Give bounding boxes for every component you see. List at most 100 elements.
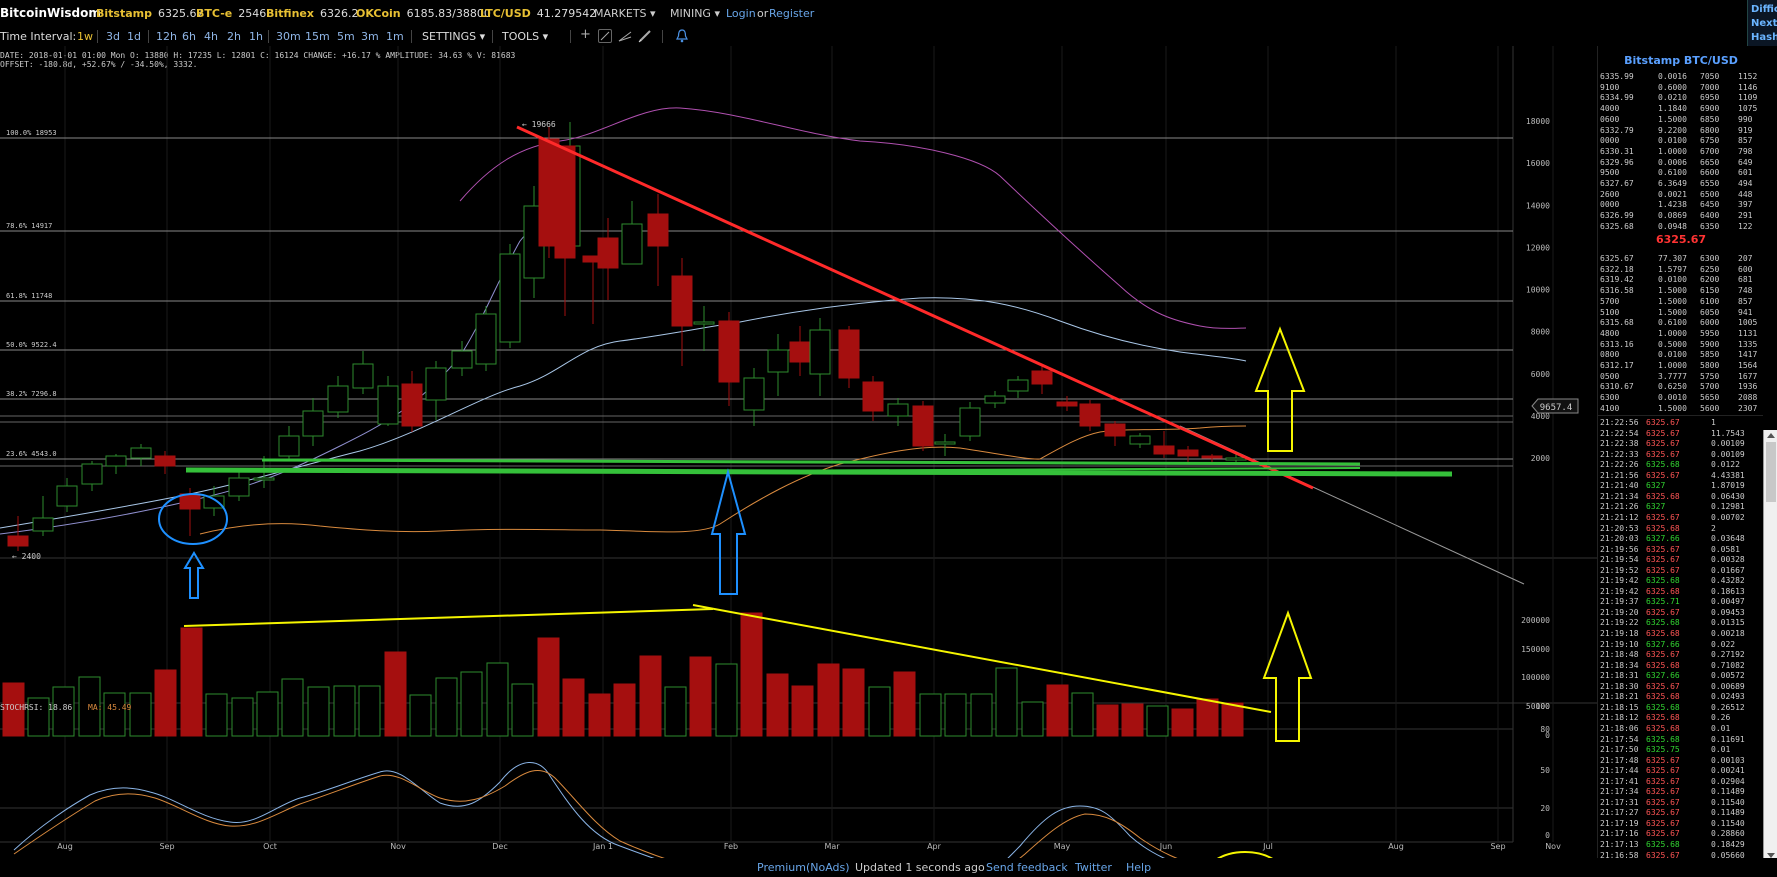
difficulty-widget[interactable]: Diffic Next Hash [1747,0,1777,46]
premium-link[interactable]: Premium(NoAds) [757,861,850,874]
pencil-tool-icon[interactable] [638,29,652,46]
bull-candle [1129,435,1151,445]
interval-1d[interactable]: 1d [127,30,141,43]
trade-amount: 0.00328 [1711,555,1745,565]
trade-time: 21:18:34 [1600,660,1639,670]
interval-30m[interactable]: 30m [276,30,301,43]
settings-menu[interactable]: SETTINGS ▾ [422,30,486,43]
register-link[interactable]: Register [769,7,815,20]
ask-cell: 1152 [1738,72,1758,81]
help-link[interactable]: Help [1126,861,1152,874]
ask-row: 9500 0.6100 6600 601 [1600,168,1762,178]
ask-cell: 798 [1738,146,1753,156]
trade-amount: 0.11540 [1711,797,1745,807]
chart-area[interactable]: 100.0% 18953 78.6% 14917 61.8% 11748 50.0% … [0,46,1597,862]
volume-uptrend-line [183,608,714,627]
bid-cell: 5650 [1700,393,1720,403]
bull-candle [352,363,374,389]
volume-bar-down [384,651,407,737]
login-link[interactable]: Login [726,7,756,20]
interval-6h[interactable]: 6h [182,30,196,43]
ask-cell: 6550 [1700,179,1720,188]
trade-time: 21:16:58 [1600,850,1639,860]
chevron-down-icon: ▾ [714,7,720,20]
market-btce[interactable]: BTC-e 2546 [196,7,267,20]
trade-history[interactable]: 21:22:56 6325.67 1 21:22:54 6325.67 11.7543 21… [1597,415,1763,861]
ask-cell: 6700 [1700,146,1720,156]
trades-scrollbar[interactable] [1763,430,1777,861]
interval-1h[interactable]: 1h [249,30,263,43]
trade-amount: 0.00218 [1711,629,1745,638]
bid-cell: 6050 [1700,307,1720,317]
trade-price: 6325.68 [1646,523,1680,533]
bull-candle [32,517,54,532]
ask-cell: 9100 [1600,82,1620,92]
scroll-up-icon[interactable] [1767,433,1775,438]
month-label: Aug [1388,842,1404,851]
market-bitstamp[interactable]: Bitstamp 6325.67 [96,7,204,20]
bull-candle [451,350,473,369]
brand-logo[interactable]: BitcoinWisdom [0,6,101,20]
trade-amount: 0.09453 [1711,607,1745,617]
trade-amount: 0.0581 [1711,544,1740,554]
trade-price: 6327 [1646,502,1666,512]
crosshair-tool-icon[interactable]: + [580,27,591,42]
market-bitfinex[interactable]: Bitfinex 6326.2 [266,7,359,20]
ask-row: 2600 0.0021 6500 448 [1600,190,1762,200]
bid-cell: 857 [1738,296,1753,306]
trade-amount: 11.7543 [1711,428,1745,438]
trade-price: 6325.67 [1646,428,1680,438]
bid-cell: 1335 [1738,339,1758,349]
interval-3d[interactable]: 3d [106,30,120,43]
price-chart-svg[interactable]: 100.0% 18953 78.6% 14917 61.8% 11748 50.0% … [0,46,1597,862]
trade-price: 6325.67 [1646,829,1680,839]
interval-1m[interactable]: 1m [386,30,404,43]
volume-bar-up [486,662,509,737]
scroll-thumb[interactable] [1766,442,1776,502]
mining-menu[interactable]: MINING ▾ [670,7,720,20]
send-feedback-link[interactable]: Send feedback [986,861,1068,874]
ask-cell: 6600 [1700,168,1720,178]
interval-5m[interactable]: 5m [337,30,355,43]
interval-1w[interactable]: 1w [77,30,93,43]
bid-cell: 1005 [1738,318,1758,328]
volume-axis-tick: 150000 [1521,645,1550,654]
bid-cell: 5700 [1700,382,1720,392]
twitter-link[interactable]: Twitter [1075,861,1112,874]
price-axis-tick: 2000 [1531,454,1550,463]
bid-cell: 5700 [1600,296,1620,306]
trade-amount: 0.03648 [1711,534,1745,544]
bull-candle [228,477,250,497]
tools-menu[interactable]: TOOLS ▾ [502,30,549,43]
trade-amount: 0.00689 [1711,681,1745,691]
scroll-down-icon[interactable] [1767,853,1775,858]
ask-cell: 6334.99 [1600,93,1634,103]
interval-15m[interactable]: 15m [305,30,330,43]
volume-bar-down [1171,708,1194,737]
bear-candle [1177,449,1199,457]
markets-menu[interactable]: MARKETS ▾ [594,7,656,20]
bell-icon[interactable] [676,29,688,46]
axes-labels: 1800016000140001200010000800060004000200… [57,117,1561,851]
trade-time: 21:17:27 [1600,808,1639,818]
trade-price: 6325.68 [1646,618,1680,628]
bid-cell: 2307 [1738,403,1758,413]
bull-candle [1007,379,1029,392]
trade-time: 21:21:56 [1600,470,1639,480]
trade-amount: 0.00572 [1711,671,1745,681]
interval-2h[interactable]: 2h [227,30,241,43]
ray-tool-icon[interactable] [618,29,632,46]
market-ltcusd[interactable]: LTC/USD 41.279542 [480,7,597,20]
bear-candle [1079,403,1101,427]
interval-4h[interactable]: 4h [204,30,218,43]
trade-time: 21:20:03 [1600,534,1639,544]
fib-label: 23.6% 4543.0 [6,450,57,458]
interval-12h[interactable]: 12h [156,30,177,43]
blue-circle-annotation [158,493,228,545]
trade-amount: 0.00109 [1711,439,1745,449]
ask-row: 6329.96 0.0006 6650 649 [1600,158,1762,168]
market-okcoin[interactable]: OKCoin 6185.83/38800 [356,7,491,20]
line-tool-icon[interactable] [598,29,612,43]
volume-bar-down [893,671,916,737]
interval-3m[interactable]: 3m [361,30,379,43]
